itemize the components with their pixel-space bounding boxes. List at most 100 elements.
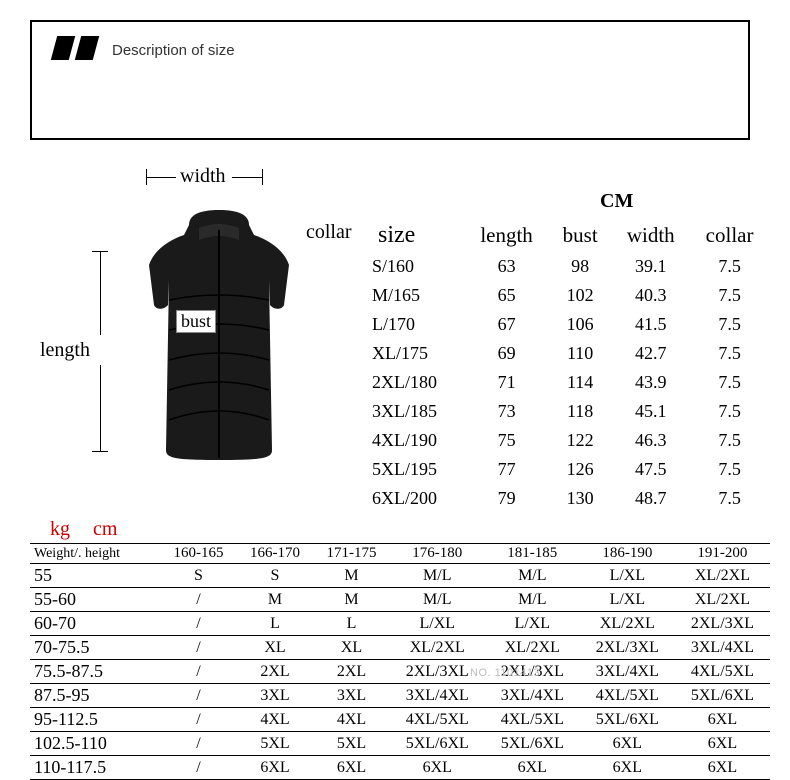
wh-size-cell: 5XL xyxy=(237,732,313,756)
wh-size-cell: 4XL/5XL xyxy=(675,660,770,684)
length-label: length xyxy=(40,339,90,362)
size-header: size xyxy=(372,220,463,251)
size-table-cell: 41.5 xyxy=(612,311,689,338)
length-arrow-bottom xyxy=(100,365,101,451)
wh-height-header: 176-180 xyxy=(390,544,485,564)
wh-size-cell: S xyxy=(237,564,313,588)
wh-size-cell: 6XL xyxy=(313,756,389,780)
wh-height-header: 171-175 xyxy=(313,544,389,564)
size-table-cell: 45.1 xyxy=(612,398,689,425)
vest-diagram: width collar length bust xyxy=(40,165,360,485)
wh-size-cell: / xyxy=(160,708,236,732)
wh-size-cell: 5XL xyxy=(313,732,389,756)
wh-height-header: 166-170 xyxy=(237,544,313,564)
wh-height-header: 181-185 xyxy=(485,544,580,564)
wh-size-cell: 4XL/5XL xyxy=(485,708,580,732)
wh-weight-cell: 95-112.5 xyxy=(30,708,160,732)
size-table-cell: 3XL/185 xyxy=(372,398,463,425)
wh-size-cell: 5XL/6XL xyxy=(390,732,485,756)
size-table-cell: 48.7 xyxy=(612,485,689,512)
wh-size-cell: 6XL xyxy=(675,732,770,756)
wh-size-cell: L/XL xyxy=(580,588,675,612)
wh-size-cell: / xyxy=(160,684,236,708)
wh-size-cell: 5XL/6XL xyxy=(580,708,675,732)
size-table-cell: 126 xyxy=(550,456,610,483)
wh-size-cell: XL/2XL xyxy=(485,636,580,660)
wh-table-row: 102.5-110/5XL5XL5XL/6XL5XL/6XL6XL6XL xyxy=(30,732,770,756)
wh-size-cell: L/XL xyxy=(485,612,580,636)
size-table-cell: 40.3 xyxy=(612,282,689,309)
size-table-row: XL/1756911042.77.5 xyxy=(372,340,768,367)
wh-table-row: 95-112.5/4XL4XL4XL/5XL4XL/5XL5XL/6XL6XL xyxy=(30,708,770,732)
collar-label: collar xyxy=(306,221,352,244)
wh-size-cell: / xyxy=(160,732,236,756)
size-table-cell: 7.5 xyxy=(691,485,768,512)
wh-weight-cell: 60-70 xyxy=(30,612,160,636)
size-table-cell: 65 xyxy=(465,282,548,309)
header-title: Description of size xyxy=(112,42,235,59)
wh-size-cell: 4XL xyxy=(237,708,313,732)
header-box: Description of size xyxy=(30,20,750,140)
wh-size-cell: M xyxy=(313,588,389,612)
size-table-row: 6XL/2007913048.77.5 xyxy=(372,485,768,512)
wh-size-cell: 4XL xyxy=(313,708,389,732)
width-arrow-right xyxy=(232,177,262,178)
wh-weight-cell: 87.5-95 xyxy=(30,684,160,708)
size-table-cell: 118 xyxy=(550,398,610,425)
size-table-cell: 7.5 xyxy=(691,340,768,367)
length-header: length xyxy=(465,220,548,251)
wh-size-cell: 6XL xyxy=(580,756,675,780)
wh-size-cell: 2XL xyxy=(237,660,313,684)
wh-size-cell: M/L xyxy=(390,588,485,612)
wh-size-cell: M/L xyxy=(485,564,580,588)
wh-size-cell: 2XL xyxy=(313,660,389,684)
size-table-row: S/160639839.17.5 xyxy=(372,253,768,280)
size-table-cell: 42.7 xyxy=(612,340,689,367)
size-table-row: 4XL/1907512246.37.5 xyxy=(372,427,768,454)
wh-size-cell: 3XL xyxy=(313,684,389,708)
wh-size-cell: XL/2XL xyxy=(675,564,770,588)
wh-size-cell: 6XL xyxy=(580,732,675,756)
width-header: width xyxy=(612,220,689,251)
size-table-cell: 73 xyxy=(465,398,548,425)
wh-size-cell: XL xyxy=(237,636,313,660)
size-table-cell: 63 xyxy=(465,253,548,280)
wh-size-cell: S xyxy=(160,564,236,588)
wh-size-cell: M/L xyxy=(485,588,580,612)
size-table-cell: S/160 xyxy=(372,253,463,280)
wh-table-row: 60-70/LLL/XLL/XLXL/2XL2XL/3XL xyxy=(30,612,770,636)
wh-size-cell: L xyxy=(237,612,313,636)
wh-size-cell: 2XL/3XL xyxy=(580,636,675,660)
wh-size-cell: 3XL/4XL xyxy=(485,684,580,708)
size-table-cell: 110 xyxy=(550,340,610,367)
watermark: NO. 1101413 xyxy=(470,667,540,679)
size-table-row: M/1656510240.37.5 xyxy=(372,282,768,309)
wh-table-row: 55-60/MMM/LM/LL/XLXL/2XL xyxy=(30,588,770,612)
wh-head-label: Weight/. height xyxy=(30,544,160,564)
wh-height-header: 186-190 xyxy=(580,544,675,564)
size-table-cell: 39.1 xyxy=(612,253,689,280)
size-table-cell: 130 xyxy=(550,485,610,512)
size-table-cell: 77 xyxy=(465,456,548,483)
wh-weight-cell: 102.5-110 xyxy=(30,732,160,756)
wh-weight-cell: 55 xyxy=(30,564,160,588)
wh-size-cell: 3XL/4XL xyxy=(675,636,770,660)
wh-table-row: 70-75.5/XLXLXL/2XLXL/2XL2XL/3XL3XL/4XL xyxy=(30,636,770,660)
wh-weight-cell: 75.5-87.5 xyxy=(30,660,160,684)
wh-size-cell: 4XL/5XL xyxy=(390,708,485,732)
size-table-cell: 6XL/200 xyxy=(372,485,463,512)
weight-height-table: Weight/. height 160-165166-170171-175176… xyxy=(30,543,770,780)
wh-size-cell: 3XL xyxy=(237,684,313,708)
size-table-cell: 106 xyxy=(550,311,610,338)
wh-size-cell: XL/2XL xyxy=(390,636,485,660)
size-table-cell: 7.5 xyxy=(691,427,768,454)
size-table-row: 3XL/1857311845.17.5 xyxy=(372,398,768,425)
collar-header: collar xyxy=(691,220,768,251)
wh-size-cell: 6XL xyxy=(675,756,770,780)
wh-table-row: 75.5-87.5/2XL2XL2XL/3XL2XL/3XL3XL/4XL4XL… xyxy=(30,660,770,684)
size-table-cell: 7.5 xyxy=(691,311,768,338)
wh-size-cell: / xyxy=(160,612,236,636)
wh-size-cell: L/XL xyxy=(390,612,485,636)
size-table-cell: L/170 xyxy=(372,311,463,338)
size-table-cell: 67 xyxy=(465,311,548,338)
